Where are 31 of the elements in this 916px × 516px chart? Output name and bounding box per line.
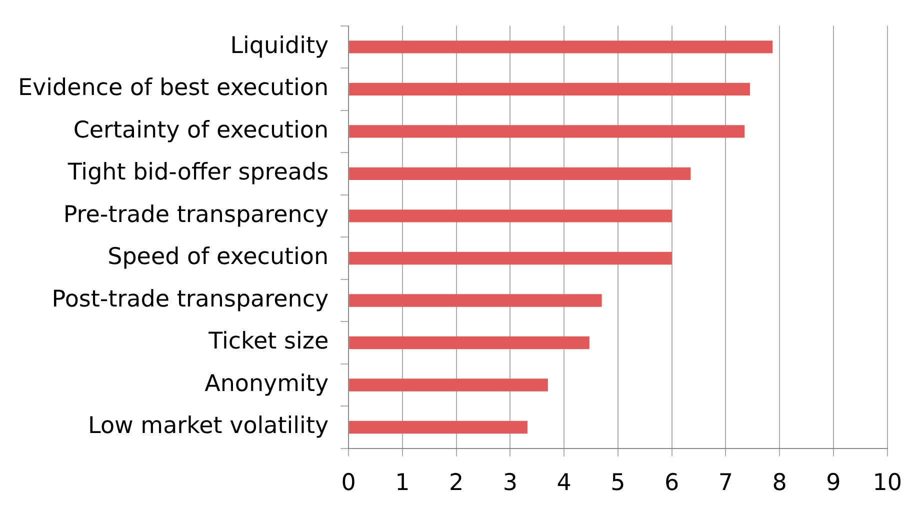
bar <box>349 252 672 265</box>
x-tick-label: 4 <box>556 470 572 496</box>
y-tick-label: Tight bid-offer spreads <box>66 160 329 186</box>
bar <box>349 336 590 350</box>
y-tick-label: Certainty of execution <box>73 117 329 144</box>
bar <box>349 40 773 54</box>
bar <box>349 210 672 222</box>
y-tick-label: Evidence of best execution <box>18 75 329 102</box>
bar <box>349 82 750 96</box>
x-tick-label: 9 <box>826 470 841 496</box>
x-tick-label: 7 <box>718 470 734 496</box>
x-tick-label: 0 <box>341 470 356 496</box>
y-tick-label: Anonymity <box>204 370 329 397</box>
x-tick-label: 2 <box>449 470 464 496</box>
bar <box>349 378 548 392</box>
y-tick-label: Post-trade transparency <box>52 286 329 312</box>
x-tick-label: 1 <box>395 470 410 496</box>
x-tick-label: 5 <box>610 470 626 496</box>
x-tick-label: 10 <box>872 470 902 496</box>
y-tick-label: Ticket size <box>208 328 329 355</box>
y-tick-label: Liquidity <box>230 32 329 59</box>
bar <box>349 167 691 180</box>
y-tick-label: Speed of execution <box>108 244 329 270</box>
bar <box>349 420 528 434</box>
x-tick-label: 6 <box>664 470 680 496</box>
x-tick-label: 8 <box>772 470 787 496</box>
y-tick-label: Low market volatility <box>88 413 329 440</box>
y-tick-label: Pre-trade transparency <box>63 202 329 228</box>
bar <box>349 294 602 307</box>
bar <box>349 125 745 138</box>
x-tick-label: 3 <box>502 470 518 496</box>
